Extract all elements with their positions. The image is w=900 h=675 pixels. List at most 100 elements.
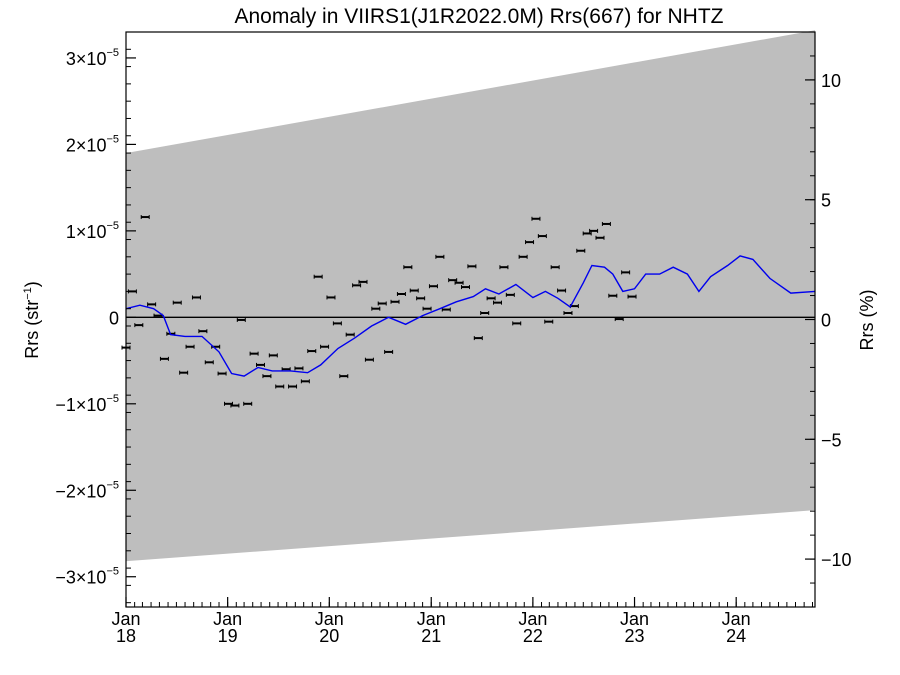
data-point xyxy=(601,221,611,226)
y-left-tick-label: −2×10−5 xyxy=(55,479,119,501)
y-right-tick-label: 5 xyxy=(821,191,831,211)
x-tick-month: Jan xyxy=(518,609,547,629)
data-point xyxy=(493,300,503,305)
data-point xyxy=(204,360,214,365)
data-point xyxy=(185,344,195,349)
data-point xyxy=(191,295,201,300)
data-point xyxy=(198,329,208,334)
data-point xyxy=(352,283,362,288)
data-point xyxy=(172,300,182,305)
y-left-tick-label: 1×10−5 xyxy=(66,220,119,242)
data-point xyxy=(147,302,157,307)
data-point xyxy=(589,228,599,233)
x-tick-month: Jan xyxy=(722,609,751,629)
data-point xyxy=(390,299,400,304)
data-point xyxy=(627,294,637,299)
data-point xyxy=(320,344,330,349)
data-point xyxy=(486,296,496,301)
x-tick-year: 21 xyxy=(421,626,441,646)
x-tick-month: Jan xyxy=(417,609,446,629)
y-left-tick-label: 2×10−5 xyxy=(66,133,119,155)
data-point xyxy=(326,295,336,300)
data-point xyxy=(377,301,387,306)
y-left-tick-label: −1×10−5 xyxy=(55,393,119,415)
data-point xyxy=(576,248,586,253)
data-point xyxy=(428,284,438,289)
data-point xyxy=(435,254,445,259)
data-point xyxy=(364,357,374,362)
data-point xyxy=(499,265,509,270)
x-tick-year: 24 xyxy=(726,626,746,646)
data-point xyxy=(416,296,426,301)
tick-labels: −3×10−5 −2×10−5 −1×10−5 0 1×10−5 2×10−5 3×10−5… xyxy=(55,47,851,646)
data-point xyxy=(313,274,323,279)
data-point xyxy=(505,292,515,297)
x-tick-year: 20 xyxy=(319,626,339,646)
data-point xyxy=(460,285,470,290)
x-tick-year: 18 xyxy=(116,626,136,646)
data-point xyxy=(518,254,528,259)
data-point xyxy=(473,336,483,341)
data-point xyxy=(332,321,342,326)
data-point xyxy=(307,349,317,354)
data-point xyxy=(403,265,413,270)
data-point xyxy=(525,240,535,245)
data-point xyxy=(217,371,227,376)
data-point xyxy=(480,311,490,316)
y-left-tick-label: −3×10−5 xyxy=(55,566,119,588)
data-point xyxy=(268,353,278,358)
data-point xyxy=(371,306,381,311)
data-point xyxy=(134,323,144,328)
data-point xyxy=(608,293,618,298)
y-axis-right-label: Rrs (%) xyxy=(857,290,877,351)
data-point xyxy=(339,374,349,379)
data-point xyxy=(550,265,560,270)
data-points xyxy=(121,215,637,408)
y-right-tick-label: 10 xyxy=(821,71,841,91)
data-point xyxy=(230,403,240,408)
data-point xyxy=(512,321,522,326)
data-point xyxy=(563,311,573,316)
data-point xyxy=(294,366,304,371)
data-point xyxy=(557,288,567,293)
data-point xyxy=(300,379,310,384)
data-point xyxy=(275,384,285,389)
data-point xyxy=(531,216,541,221)
y-left-tick-label: 0 xyxy=(109,308,119,328)
data-point xyxy=(159,356,169,361)
data-point xyxy=(256,362,266,367)
y-left-tick-label: 3×10−5 xyxy=(66,47,119,69)
data-point xyxy=(537,234,547,239)
x-tick-year: 19 xyxy=(218,626,238,646)
x-tick-month: Jan xyxy=(315,609,344,629)
data-point xyxy=(621,270,631,275)
data-point xyxy=(243,401,253,406)
data-point xyxy=(140,215,150,220)
data-point xyxy=(454,280,464,285)
data-point xyxy=(236,317,246,322)
data-point xyxy=(544,319,554,324)
data-point xyxy=(262,374,272,379)
data-point xyxy=(179,370,189,375)
y-right-tick-label: −10 xyxy=(821,550,852,570)
x-tick-month: Jan xyxy=(111,609,140,629)
data-point xyxy=(249,351,259,356)
data-point xyxy=(384,349,394,354)
uncertainty-band xyxy=(126,30,815,562)
data-point xyxy=(396,291,406,296)
data-point xyxy=(288,384,298,389)
x-tick-year: 22 xyxy=(523,626,543,646)
data-point xyxy=(345,332,355,337)
data-point xyxy=(595,235,605,240)
y-right-tick-label: −5 xyxy=(821,430,842,450)
chart-title: Anomaly in VIIRS1(J1R2022.0M) Rrs(667) f… xyxy=(235,5,724,28)
data-point xyxy=(358,279,368,284)
data-point xyxy=(448,278,458,283)
trend-line xyxy=(125,255,816,377)
data-point xyxy=(582,231,592,236)
data-point xyxy=(422,306,432,311)
axis-ticks xyxy=(125,31,815,608)
x-tick-month: Jan xyxy=(620,609,649,629)
data-point xyxy=(467,264,477,269)
